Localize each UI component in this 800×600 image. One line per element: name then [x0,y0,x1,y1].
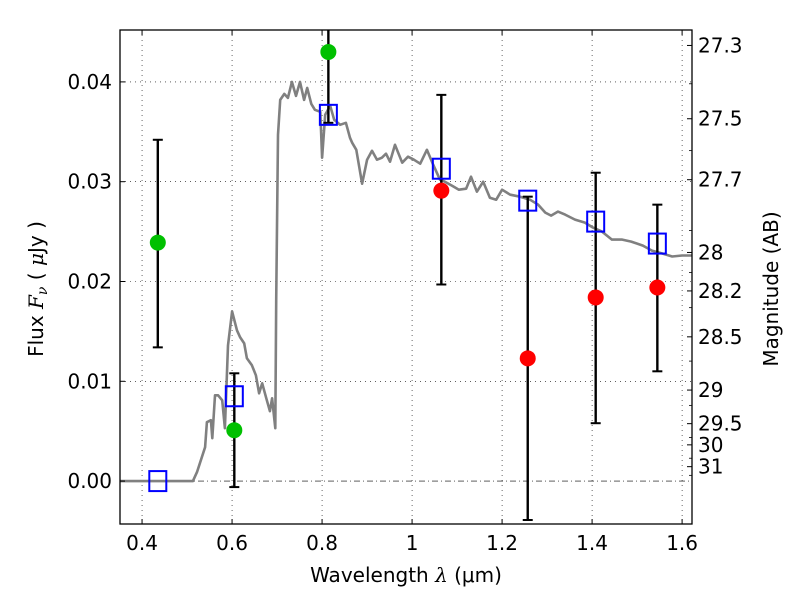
observed-other-point [649,279,666,296]
model-photometry-square [148,470,168,493]
x-axis-label-unit: (μm) [448,563,502,587]
magnitude-tick-label: 28 [698,240,723,264]
x-tick-label: 1.2 [486,531,518,555]
x-axis-label: Wavelength λ (μm) [310,563,502,587]
ticks: 0.4 0.6 0.8 1 1.2 1.4 1.6 0.00 0.01 0.02 0.03 0.04 2… [67,30,743,555]
magnitude-tick-label: 27.3 [698,33,743,57]
y-tick-label: 0.03 [67,170,112,194]
x-tick-label: 1.4 [576,531,608,555]
observed-other-point [587,289,604,306]
x-tick-label: 0.6 [216,531,248,555]
y-tick-label: 0.02 [67,269,112,293]
model-photometry-square [224,385,244,408]
y-tick-label: 0.01 [67,369,112,393]
y-axis-label-unit: Jy ) [24,221,48,255]
observed-detections-point [149,234,166,251]
y-axis-label: Flux Fν ( μJy ) [24,221,51,357]
magnitude-tick-label: 28.2 [698,279,743,303]
magnitude-axis-label: Magnitude (AB) [759,211,783,366]
magnitude-tick-label: 31 [698,455,723,479]
model-photometry-square [431,157,451,180]
square-marker-layer [148,103,667,493]
x-tick-label: 0.8 [306,531,338,555]
x-axis-label-symbol: λ [434,563,448,587]
magnitude-tick-label: 29.5 [698,412,743,436]
model-photometry-square [518,189,538,212]
circle-marker-layer [149,43,666,439]
observed-other-point [519,350,536,367]
spectrum-layer [120,80,692,483]
model-photometry-square [586,210,606,233]
spectrum-line [120,80,692,483]
model-photometry-square [318,103,338,126]
x-tick-label: 1.6 [666,531,698,555]
observed-detections-point [320,43,337,60]
magnitude-tick-label: 27.5 [698,107,743,131]
y-axis-label-open: ( [24,266,48,287]
y-tick-label: 0.04 [67,70,112,94]
x-tick-label: 0.4 [126,531,158,555]
axes-frame [119,29,693,525]
y-axis-label-symbol: F [24,294,48,310]
y-tick-label: 0.00 [67,469,112,493]
observed-detections-point [226,422,243,439]
magnitude-tick-label: 30 [698,433,723,457]
grid [120,30,692,524]
y-axis-label-text: Flux [24,309,48,357]
x-tick-label: 1 [406,531,419,555]
magnitude-tick-label: 28.5 [698,325,743,349]
observed-other-point [433,182,450,199]
model-photometry-square [647,232,667,255]
y-axis-label-subscript: ν [35,286,51,295]
y-axis-label-mu: μ [24,253,48,266]
x-axis-label-text: Wavelength [310,563,435,587]
magnitude-tick-label: 29 [698,378,723,402]
magnitude-tick-label: 27.7 [698,168,743,192]
errorbar-layer [152,30,663,522]
